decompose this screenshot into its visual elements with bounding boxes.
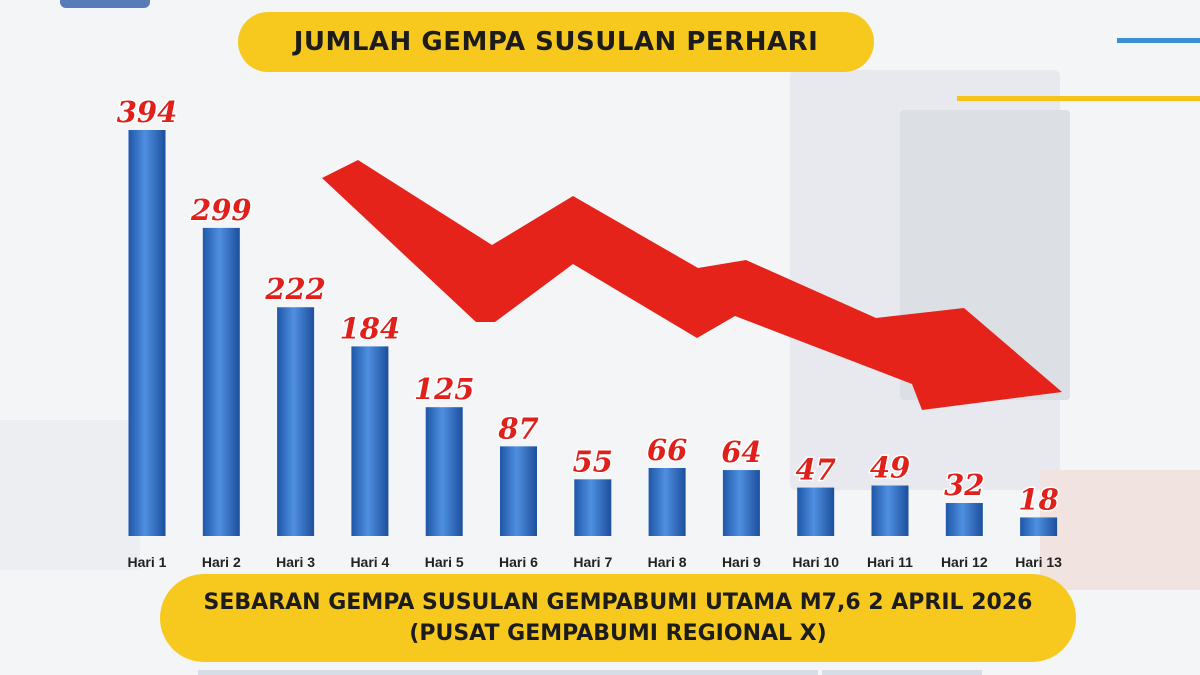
x-tick-label-9: Hari 9 (722, 554, 761, 570)
bar-10 (797, 487, 835, 536)
x-tick-label-12: Hari 12 (941, 554, 988, 570)
decorative-blue-line (1117, 38, 1200, 43)
value-label-6: 87 (497, 411, 538, 445)
chart-title: JUMLAH GEMPA SUSULAN PERHARI (238, 12, 874, 72)
logo-fragment (60, 0, 150, 8)
x-tick-label-4: Hari 4 (350, 554, 389, 570)
x-tick-label-13: Hari 13 (1015, 554, 1062, 570)
bar-3 (277, 307, 315, 536)
bar-8 (648, 467, 686, 536)
chart-footer: SEBARAN GEMPA SUSULAN GEMPABUMI UTAMA M7… (160, 574, 1076, 662)
footer-line-2: (PUSAT GEMPABUMI REGIONAL X) (409, 621, 827, 646)
value-label-10: 47 (796, 453, 836, 487)
bar-1 (128, 130, 166, 536)
x-tick-label-6: Hari 6 (499, 554, 538, 570)
x-tick-label-8: Hari 8 (648, 554, 687, 570)
bar-12 (945, 503, 983, 536)
bar-7 (574, 479, 612, 536)
x-tick-label-10: Hari 10 (792, 554, 839, 570)
value-label-13: 18 (1018, 482, 1058, 516)
value-label-5: 125 (414, 372, 475, 406)
bar-2 (202, 227, 240, 536)
background-roof (1040, 470, 1200, 590)
bottom-strip (198, 670, 818, 675)
value-label-7: 55 (573, 444, 613, 478)
value-label-9: 64 (721, 435, 761, 469)
value-label-1: 394 (117, 95, 178, 129)
bar-11 (871, 485, 909, 536)
value-label-2: 299 (190, 193, 252, 227)
x-tick-label-1: Hari 1 (128, 554, 167, 570)
x-tick-label-2: Hari 2 (202, 554, 241, 570)
x-tick-label-5: Hari 5 (425, 554, 464, 570)
bar-6 (500, 446, 537, 536)
footer-line-1: SEBARAN GEMPA SUSULAN GEMPABUMI UTAMA M7… (203, 590, 1033, 615)
value-label-4: 184 (340, 311, 401, 345)
bottom-strip-right (822, 670, 982, 675)
bar-5 (425, 407, 463, 536)
value-label-11: 49 (870, 451, 910, 485)
decorative-yellow-line (957, 96, 1200, 101)
x-tick-label-11: Hari 11 (867, 554, 913, 570)
bar-13 (1020, 517, 1058, 536)
value-label-12: 32 (944, 468, 984, 502)
trend-arrow (322, 160, 1062, 410)
x-tick-label-3: Hari 3 (276, 554, 315, 570)
value-label-3: 222 (264, 272, 326, 306)
bar-4 (351, 346, 389, 536)
value-label-8: 66 (647, 433, 687, 467)
background-house (0, 420, 140, 570)
x-tick-label-7: Hari 7 (573, 554, 612, 570)
bar-9 (722, 470, 760, 536)
